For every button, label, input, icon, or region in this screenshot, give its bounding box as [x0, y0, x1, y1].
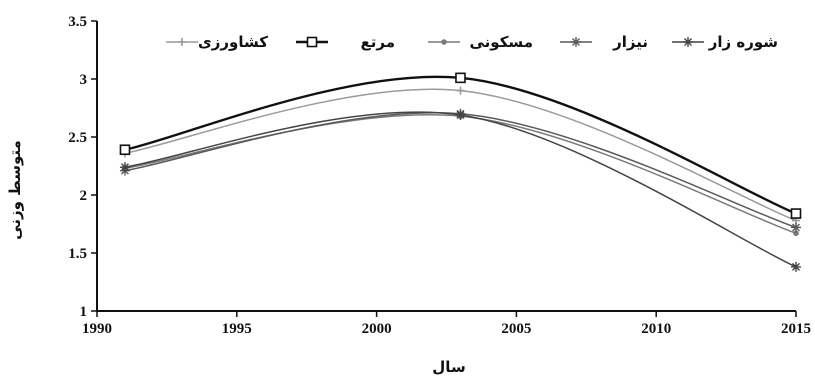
data-point	[455, 109, 466, 120]
x-tick-label: 2000	[362, 321, 392, 337]
series-layer	[119, 72, 802, 272]
series-1	[120, 86, 800, 225]
legend: کشاورزی مرتع مسکونی نیزار شوره زار	[166, 33, 778, 51]
y-tick-label: 1.5	[68, 246, 87, 262]
data-point	[791, 222, 801, 233]
legend-item: مسکونی	[428, 33, 533, 51]
y-axis-ticks: 1 1.5 2 2.5 3 3.5	[68, 14, 97, 320]
x-tick-label: 2005	[501, 321, 531, 337]
legend-label: شوره زار	[708, 33, 778, 51]
series-5	[119, 109, 801, 272]
legend-label: کشاورزی	[198, 33, 268, 51]
y-axis-title: متوسط وزنی	[6, 140, 24, 240]
data-point	[119, 144, 131, 156]
legend-swatch-marker	[441, 39, 447, 45]
data-point	[790, 208, 802, 219]
legend-item: کشاورزی	[166, 33, 268, 51]
legend-item: شوره زار	[672, 33, 778, 51]
x-tick-label: 2015	[781, 321, 811, 337]
series-2	[119, 72, 802, 219]
legend-swatch-marker	[571, 37, 581, 47]
data-point	[456, 86, 465, 95]
x-axis-ticks: 1990 1995 2000 2005 2010 2015	[82, 311, 811, 337]
series-line	[124, 112, 797, 229]
y-tick-label: 1	[80, 304, 88, 320]
legend-item: نیزار	[560, 33, 648, 51]
plot-area	[96, 21, 796, 312]
x-tick-label: 2010	[641, 321, 671, 337]
legend-label: مرتع	[361, 33, 396, 51]
y-tick-label: 3.5	[68, 14, 87, 30]
legend-item: مرتع	[296, 33, 395, 51]
legend-swatch-marker	[306, 36, 318, 48]
data-point	[791, 261, 801, 272]
legend-swatch-marker	[683, 37, 693, 47]
legend-swatch-marker	[178, 38, 186, 46]
data-point	[793, 230, 799, 237]
x-axis-title: سال	[432, 358, 465, 376]
x-tick-label: 1995	[222, 321, 252, 337]
y-tick-label: 2	[80, 188, 88, 204]
y-tick-label: 2.5	[68, 130, 87, 146]
legend-label: مسکونی	[470, 33, 534, 51]
data-point	[455, 72, 466, 84]
x-tick-label: 1990	[82, 321, 112, 337]
series-line	[124, 111, 797, 268]
legend-label: نیزار	[612, 33, 648, 51]
data-point	[119, 162, 130, 173]
y-tick-label: 3	[80, 72, 88, 88]
